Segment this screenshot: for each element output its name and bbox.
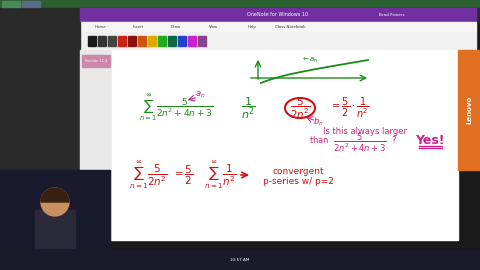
- Bar: [128, 36, 136, 46]
- Text: $\sum_{n=1}^{\infty}\dfrac{1}{n^2}$: $\sum_{n=1}^{\infty}\dfrac{1}{n^2}$: [204, 159, 236, 191]
- Bar: [0, 22, 80, 270]
- Bar: [112, 50, 458, 240]
- Bar: [0, 250, 480, 270]
- Circle shape: [41, 188, 69, 216]
- Text: Home: Home: [94, 25, 106, 29]
- Text: p-series w/ p=2: p-series w/ p=2: [263, 177, 334, 187]
- Bar: [198, 36, 206, 46]
- Text: Class Notebook: Class Notebook: [275, 25, 305, 29]
- Text: $\sum_{n=1}^{\infty}\dfrac{5}{2n^2}$: $\sum_{n=1}^{\infty}\dfrac{5}{2n^2}$: [129, 159, 168, 191]
- Text: $b_n$: $b_n$: [312, 116, 324, 128]
- Bar: [88, 36, 96, 46]
- Text: View: View: [209, 25, 218, 29]
- Bar: [148, 36, 156, 46]
- Bar: [22, 1, 40, 7]
- Text: $\dfrac{1}{n^2}$: $\dfrac{1}{n^2}$: [240, 95, 255, 121]
- Text: $=\dfrac{5}{2}$: $=\dfrac{5}{2}$: [172, 163, 193, 187]
- Wedge shape: [41, 188, 69, 202]
- Text: than  $\dfrac{5}{2n^2+4n+3}$  ?: than $\dfrac{5}{2n^2+4n+3}$ ?: [309, 132, 397, 154]
- Text: Is this always larger: Is this always larger: [323, 127, 407, 137]
- Text: $=\dfrac{5}{2}\cdot\dfrac{1}{n^2}$: $=\dfrac{5}{2}\cdot\dfrac{1}{n^2}$: [330, 96, 370, 120]
- Bar: [80, 50, 112, 240]
- Bar: [98, 36, 106, 46]
- Text: convergent: convergent: [272, 167, 324, 177]
- Bar: [80, 8, 476, 22]
- Text: Draw: Draw: [171, 25, 181, 29]
- Text: $\dfrac{5}{2n^2}$: $\dfrac{5}{2n^2}$: [290, 96, 310, 120]
- Text: 10:57 AM: 10:57 AM: [230, 258, 250, 262]
- Bar: [0, 0, 480, 8]
- Bar: [458, 50, 480, 170]
- Text: Yes!: Yes!: [415, 133, 445, 147]
- Text: $a_n$: $a_n$: [195, 90, 205, 100]
- Text: $\sum_{n=1}^{\infty}$: $\sum_{n=1}^{\infty}$: [139, 93, 157, 123]
- Bar: [2, 1, 20, 7]
- Text: Lenovo: Lenovo: [466, 96, 472, 124]
- Text: Section 11.4: Section 11.4: [85, 59, 107, 63]
- Text: Brad Powers: Brad Powers: [379, 13, 405, 17]
- Bar: [178, 36, 186, 46]
- Bar: [80, 22, 476, 32]
- Text: OneNote for Windows 10: OneNote for Windows 10: [247, 12, 309, 18]
- Text: $\dfrac{5}{2n^2+4n+3}$: $\dfrac{5}{2n^2+4n+3}$: [156, 97, 214, 119]
- Bar: [188, 36, 196, 46]
- Bar: [168, 36, 176, 46]
- Bar: [0, 8, 480, 22]
- Bar: [108, 36, 116, 46]
- Bar: [35, 210, 75, 248]
- Text: $\leftarrow a_n$: $\leftarrow a_n$: [301, 55, 319, 65]
- Bar: [80, 32, 476, 50]
- Bar: [138, 36, 146, 46]
- Bar: [0, 170, 110, 250]
- Bar: [158, 36, 166, 46]
- Bar: [118, 36, 126, 46]
- Text: Insert: Insert: [132, 25, 144, 29]
- Text: Help: Help: [248, 25, 256, 29]
- Bar: [82, 55, 110, 67]
